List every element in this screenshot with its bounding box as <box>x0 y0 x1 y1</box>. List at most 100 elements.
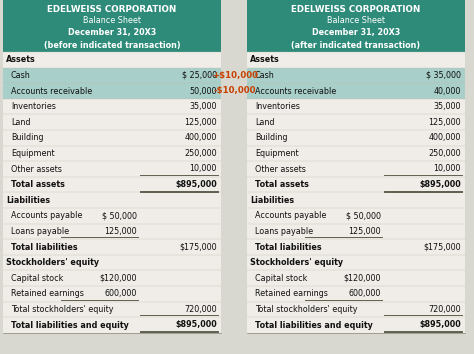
Bar <box>247 99 465 114</box>
Bar <box>3 52 221 333</box>
Text: 600,000: 600,000 <box>105 289 137 298</box>
Text: Accounts payable: Accounts payable <box>11 211 82 220</box>
Bar <box>3 161 221 177</box>
Text: 720,000: 720,000 <box>184 305 217 314</box>
Text: December 31, 20X3: December 31, 20X3 <box>312 28 400 37</box>
Bar <box>247 68 465 83</box>
Text: Stockholders' equity: Stockholders' equity <box>250 258 343 267</box>
Text: Inventories: Inventories <box>255 102 300 111</box>
Text: Balance Sheet: Balance Sheet <box>327 16 385 25</box>
Text: Accounts receivable: Accounts receivable <box>255 86 336 96</box>
Bar <box>3 208 221 224</box>
Text: Other assets: Other assets <box>255 165 306 173</box>
Text: $895,000: $895,000 <box>419 320 461 330</box>
Text: Land: Land <box>11 118 30 127</box>
Bar <box>3 270 221 286</box>
Bar <box>247 317 465 333</box>
Bar <box>247 270 465 286</box>
Text: (before indicated transaction): (before indicated transaction) <box>44 41 180 50</box>
Text: $895,000: $895,000 <box>175 180 217 189</box>
Bar <box>247 52 465 333</box>
Bar <box>3 52 221 68</box>
Text: Assets: Assets <box>6 55 36 64</box>
Text: Total liabilities: Total liabilities <box>255 242 322 251</box>
Text: Cash: Cash <box>255 71 275 80</box>
Text: 125,000: 125,000 <box>348 227 381 236</box>
Text: Equipment: Equipment <box>11 149 55 158</box>
Bar <box>247 177 465 193</box>
Text: Cash: Cash <box>11 71 31 80</box>
Bar <box>3 177 221 193</box>
Bar <box>247 114 465 130</box>
Text: Accounts receivable: Accounts receivable <box>11 86 92 96</box>
Text: Total liabilities: Total liabilities <box>11 242 78 251</box>
Bar <box>247 302 465 317</box>
Text: $175,000: $175,000 <box>423 242 461 251</box>
Text: Assets: Assets <box>250 55 280 64</box>
Text: Liabilities: Liabilities <box>250 196 294 205</box>
Bar <box>247 52 465 68</box>
Text: $895,000: $895,000 <box>419 180 461 189</box>
Bar <box>3 114 221 130</box>
Text: $895,000: $895,000 <box>175 320 217 330</box>
Text: 50,000: 50,000 <box>190 86 217 96</box>
Text: 125,000: 125,000 <box>428 118 461 127</box>
Bar <box>3 0 221 52</box>
Text: $ 50,000: $ 50,000 <box>102 211 137 220</box>
Text: 35,000: 35,000 <box>190 102 217 111</box>
Bar <box>3 83 221 99</box>
Bar <box>3 145 221 161</box>
Bar <box>247 0 465 52</box>
Bar <box>3 255 221 270</box>
Bar <box>3 99 221 114</box>
Text: (after indicated transaction): (after indicated transaction) <box>292 41 420 50</box>
Text: 125,000: 125,000 <box>104 227 137 236</box>
Text: Retained earnings: Retained earnings <box>11 289 84 298</box>
Text: 35,000: 35,000 <box>434 102 461 111</box>
Bar <box>247 208 465 224</box>
Text: Other assets: Other assets <box>11 165 62 173</box>
Text: 400,000: 400,000 <box>185 133 217 142</box>
Text: Total liabilities and equity: Total liabilities and equity <box>255 320 373 330</box>
Text: Total assets: Total assets <box>255 180 309 189</box>
Text: Building: Building <box>255 133 288 142</box>
Text: Total stockholders' equity: Total stockholders' equity <box>11 305 113 314</box>
Text: $120,000: $120,000 <box>100 274 137 283</box>
Text: $ 25,000: $ 25,000 <box>182 71 217 80</box>
Text: 600,000: 600,000 <box>349 289 381 298</box>
Text: 10,000: 10,000 <box>190 165 217 173</box>
Text: Capital stock: Capital stock <box>11 274 64 283</box>
Text: EDELWEISS CORPORATION: EDELWEISS CORPORATION <box>47 5 177 14</box>
Bar <box>247 224 465 239</box>
Text: 400,000: 400,000 <box>428 133 461 142</box>
Bar <box>247 130 465 145</box>
Bar <box>3 224 221 239</box>
Text: Equipment: Equipment <box>255 149 299 158</box>
Text: Total stockholders' equity: Total stockholders' equity <box>255 305 357 314</box>
Text: 40,000: 40,000 <box>434 86 461 96</box>
Text: 250,000: 250,000 <box>428 149 461 158</box>
Bar <box>3 302 221 317</box>
Text: Capital stock: Capital stock <box>255 274 307 283</box>
Text: +$10,000: +$10,000 <box>212 71 258 80</box>
Text: Accounts payable: Accounts payable <box>255 211 327 220</box>
Text: Stockholders' equity: Stockholders' equity <box>6 258 99 267</box>
Bar <box>3 286 221 302</box>
Bar <box>3 193 221 208</box>
Text: $ 50,000: $ 50,000 <box>346 211 381 220</box>
Text: $120,000: $120,000 <box>344 274 381 283</box>
Bar <box>247 255 465 270</box>
Text: 10,000: 10,000 <box>434 165 461 173</box>
Text: 250,000: 250,000 <box>184 149 217 158</box>
Bar <box>247 83 465 99</box>
Text: Loans payable: Loans payable <box>255 227 313 236</box>
Bar <box>247 193 465 208</box>
Text: EDELWEISS CORPORATION: EDELWEISS CORPORATION <box>292 5 420 14</box>
Text: $175,000: $175,000 <box>179 242 217 251</box>
Text: Land: Land <box>255 118 274 127</box>
Bar <box>3 130 221 145</box>
Bar <box>3 239 221 255</box>
Text: Balance Sheet: Balance Sheet <box>83 16 141 25</box>
Bar <box>247 286 465 302</box>
Bar <box>247 161 465 177</box>
